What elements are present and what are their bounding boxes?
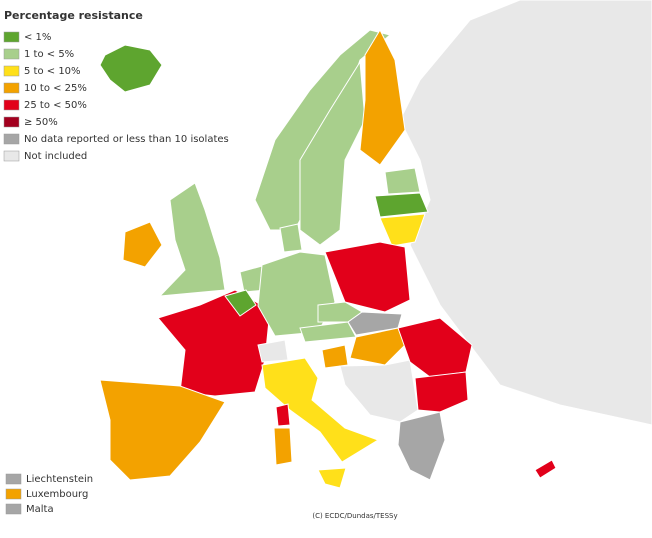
legend-swatch xyxy=(3,65,20,77)
germany xyxy=(257,251,336,337)
legend-swatch xyxy=(3,99,20,111)
legend-swatch xyxy=(3,31,20,43)
legend-title: Percentage resistance xyxy=(4,9,143,22)
corsica xyxy=(275,403,291,427)
denmark xyxy=(279,223,303,253)
estonia xyxy=(384,167,421,195)
lithuania xyxy=(379,213,426,247)
legend-swatch xyxy=(5,488,22,500)
sicily xyxy=(317,467,347,489)
latvia xyxy=(374,192,429,218)
legend-swatch xyxy=(5,473,22,485)
legend-label: 1 to < 5% xyxy=(24,49,74,60)
balkans xyxy=(339,359,419,423)
legend-label: 5 to < 10% xyxy=(24,66,81,77)
legend-swatch xyxy=(3,150,20,162)
poland xyxy=(324,241,411,313)
iceland xyxy=(99,44,163,93)
france xyxy=(157,289,271,397)
belgium xyxy=(224,289,257,317)
legend-swatch xyxy=(3,116,20,128)
legend: < 1% 1 to < 5% 5 to < 10% 10 to < 25% 25 to … xyxy=(3,31,229,162)
switzerland xyxy=(257,339,289,363)
legend-swatch xyxy=(3,82,20,94)
cyprus xyxy=(534,459,557,479)
italy xyxy=(261,357,380,463)
slovakia xyxy=(347,311,403,336)
sardinia xyxy=(273,427,293,466)
united-kingdom xyxy=(158,182,226,297)
countries xyxy=(99,0,652,489)
greece xyxy=(397,411,446,481)
legend-swatch xyxy=(5,503,22,515)
bulgaria xyxy=(414,371,469,413)
legend-label: No data reported or less than 10 isolate… xyxy=(24,134,229,145)
legend-label: Liechtenstein xyxy=(26,474,93,485)
legend-label: Not included xyxy=(24,151,87,162)
legend-label: Malta xyxy=(26,504,54,515)
legend-swatch xyxy=(3,48,20,60)
finland xyxy=(359,28,406,166)
legend-label: ≥ 50% xyxy=(24,117,58,128)
legend-label: 25 to < 50% xyxy=(24,100,87,111)
spain-portugal xyxy=(99,379,226,481)
hungary xyxy=(349,327,406,366)
small-countries-legend: Liechtenstein Luxembourg Malta xyxy=(5,473,93,515)
ireland xyxy=(122,221,163,268)
legend-label: 10 to < 25% xyxy=(24,83,87,94)
credit: (C) ECDC/Dundas/TESSy xyxy=(312,512,397,520)
legend-swatch xyxy=(3,133,20,145)
legend-label: < 1% xyxy=(24,32,51,43)
slovenia xyxy=(321,344,349,369)
legend-label: Luxembourg xyxy=(26,489,88,500)
